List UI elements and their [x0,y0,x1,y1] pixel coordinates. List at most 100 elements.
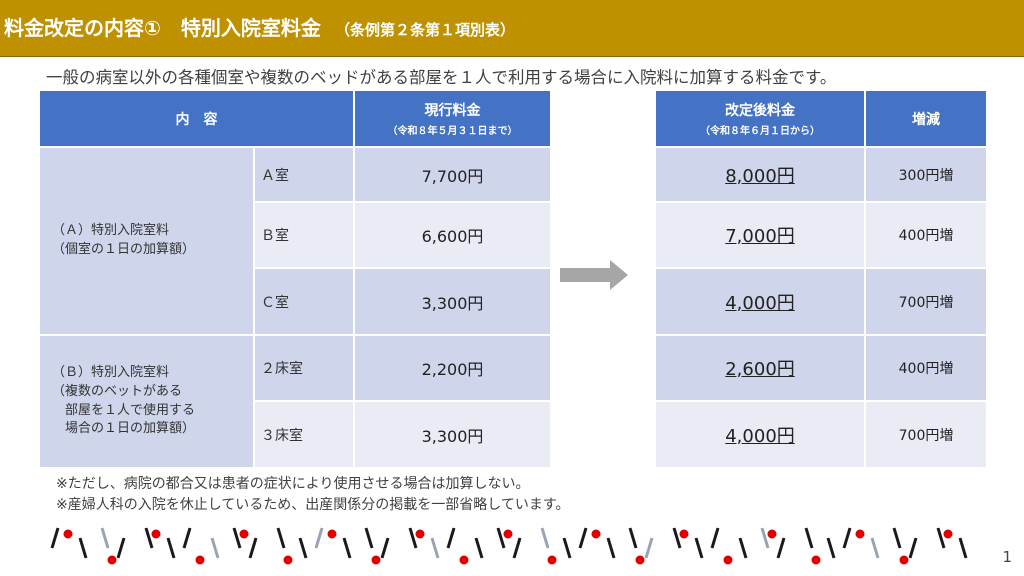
description-text: 一般の病室以外の各種個室や複数のベッドがある部屋を１人で利用する場合に入院料に加… [46,68,837,87]
table-row: Ｃ室 3,300円 [39,267,552,336]
table-row: Ｂ室 6,600円 [39,201,552,269]
header-current-fee-note: （令和８年５月３１日まで） [387,126,518,137]
current-price: 2,200円 [353,334,552,402]
decorative-dash [936,527,946,549]
notes: ※ただし、病院の都合又は患者の症状により使用させる場合は加算しない。 ※産婦人科… [56,474,570,516]
decorative-dash [804,527,814,549]
table-row: 4,000円 700円増 [654,400,988,469]
decorative-dash [446,527,456,549]
table-row: ３床室 3,300円 [39,400,552,469]
room-label: Ｃ室 [253,267,355,336]
decorative-dash [100,527,110,549]
decorative-dot [415,529,425,539]
category-b: （Ｂ）特別入院室料 （複数のベットがある 部屋を１人で使用する 場合の１日の加算… [38,334,255,469]
table-row: （Ｂ）特別入院室料 （複数のベットがある 部屋を１人で使用する 場合の１日の加算… [38,334,552,469]
decorative-dot [591,529,601,539]
decorative-dot [327,529,337,539]
table-row: （Ａ）特別入院室料 （個室の１日の加算額） Ａ室 7,700円 [38,146,552,336]
header-current-fee: 現行料金 （令和８年５月３１日まで） [353,89,552,148]
decorative-dash [760,527,770,549]
new-price: 8,000円 [654,146,866,203]
decorative-dot [459,555,469,565]
title-main: 料金改定の内容① 特別入院室料金 [4,16,321,40]
price-diff: 400円増 [864,334,988,402]
decorative-dot [679,529,689,539]
decorative-dash [512,537,522,559]
decorative-dash [892,527,902,549]
header-content: 内 容 [38,89,355,148]
decorative-dash [314,527,324,549]
decorative-dash [870,537,880,559]
decorative-dash [182,527,192,549]
decorative-dash [430,537,440,559]
decorative-dot [855,529,865,539]
decorative-dash [248,537,258,559]
decorative-dot [635,555,645,565]
page-number: 1 [1002,548,1012,566]
decorative-dash [342,537,352,559]
decorative-dash [672,527,682,549]
decorative-dot [943,529,953,539]
decorative-dot [503,529,513,539]
decorative-dash [958,537,968,559]
new-fee-table: 改定後料金 （令和８年６月１日から） 増減 8,000円 300円増 7,000円… [654,89,988,469]
decorative-dash [166,537,176,559]
table-row: 7,000円 400円増 [654,201,988,269]
decorative-dash [578,527,588,549]
decorative-dash [78,537,88,559]
decorative-dash [232,527,242,549]
decorative-dot [723,555,733,565]
category-a: （Ａ）特別入院室料 （個室の１日の加算額） [38,146,255,336]
decorative-dash [738,537,748,559]
decorative-dash [144,527,154,549]
decorative-dash [710,527,720,549]
table-header-row: 改定後料金 （令和８年６月１日から） 増減 [654,89,988,148]
title-subtitle: （条例第２条第１項別表） [334,21,515,39]
table-header-row: 内 容 現行料金 （令和８年５月３１日まで） [38,89,552,148]
decorative-dot [283,555,293,565]
decorative-dot [767,529,777,539]
decorative-dash [116,537,126,559]
decorative-dash [496,527,506,549]
decorative-dash [628,527,638,549]
new-price: 4,000円 [654,267,866,336]
decorative-dash [908,537,918,559]
decorative-dash [380,537,390,559]
table-row: 2,600円 400円増 [654,334,988,402]
table-row: 4,000円 700円増 [654,267,988,336]
decorative-dot [151,529,161,539]
price-diff: 700円増 [864,267,988,336]
decorative-pattern [50,527,968,565]
current-price: 6,600円 [353,201,552,269]
new-price: 7,000円 [654,201,866,269]
current-price: 7,700円 [353,146,552,203]
arrow-right-icon [560,260,628,290]
header-new-fee-label: 改定後料金 [725,103,795,119]
decorative-dash [826,537,836,559]
current-price: 3,300円 [353,267,552,336]
decorative-dash [298,537,308,559]
page-title: 料金改定の内容① 特別入院室料金 （条例第２条第１項別表） [4,12,515,41]
decorative-dot [63,529,73,539]
decorative-dash [408,527,418,549]
room-label: Ｂ室 [253,201,355,269]
decorative-dash [842,527,852,549]
decorative-dash [364,527,374,549]
decorative-dot [547,555,557,565]
decorative-dash [562,537,572,559]
price-diff: 300円増 [864,146,988,203]
decorative-dash [644,537,654,559]
room-label: ３床室 [253,400,355,469]
decorative-dot [371,555,381,565]
decorative-dash [776,537,786,559]
header-new-fee-note: （令和８年６月１日から） [700,126,820,137]
room-label: Ａ室 [253,146,355,203]
note-line: ※産婦人科の入院を休止しているため、出産関係分の掲載を一部省略しています。 [56,497,570,513]
decorative-dash [694,537,704,559]
title-bar: 料金改定の内容① 特別入院室料金 （条例第２条第１項別表） [0,0,1024,57]
current-fee-table: 内 容 現行料金 （令和８年５月３１日まで） （Ａ）特別入院室料 （個室の１日の加… [38,89,552,469]
decorative-dash [474,537,484,559]
price-diff: 400円増 [864,201,988,269]
header-current-fee-label: 現行料金 [424,103,481,119]
decorative-dash [210,537,220,559]
